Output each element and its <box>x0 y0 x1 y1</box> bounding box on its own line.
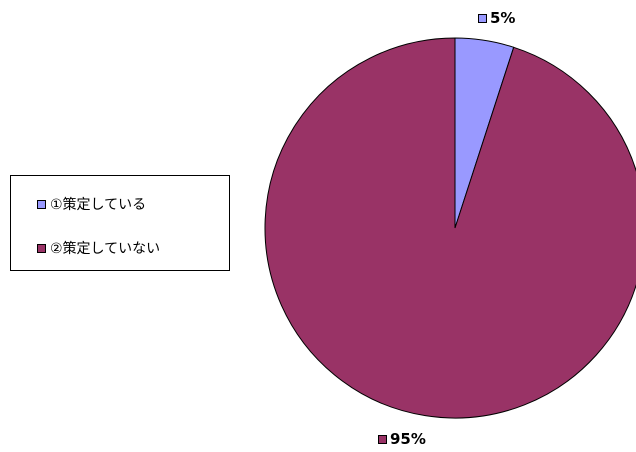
legend-label-2: ②策定していない <box>50 241 161 257</box>
legend-swatch-1 <box>37 199 46 209</box>
legend-label-1: ①策定している <box>50 197 147 213</box>
data-label-swatch-2 <box>378 434 387 444</box>
pie-slice-2 <box>264 37 636 419</box>
legend-item-2: ②策定していない <box>37 238 160 258</box>
legend-item-1: ①策定している <box>37 194 146 214</box>
data-label-swatch-1 <box>478 13 487 23</box>
legend: ①策定している ②策定していない <box>10 175 230 271</box>
legend-swatch-2 <box>37 243 46 253</box>
data-label-2: 95% <box>378 430 426 448</box>
data-label-text-2: 95% <box>390 430 426 448</box>
data-label-text-1: 5% <box>490 9 516 27</box>
data-label-1: 5% <box>478 9 515 27</box>
